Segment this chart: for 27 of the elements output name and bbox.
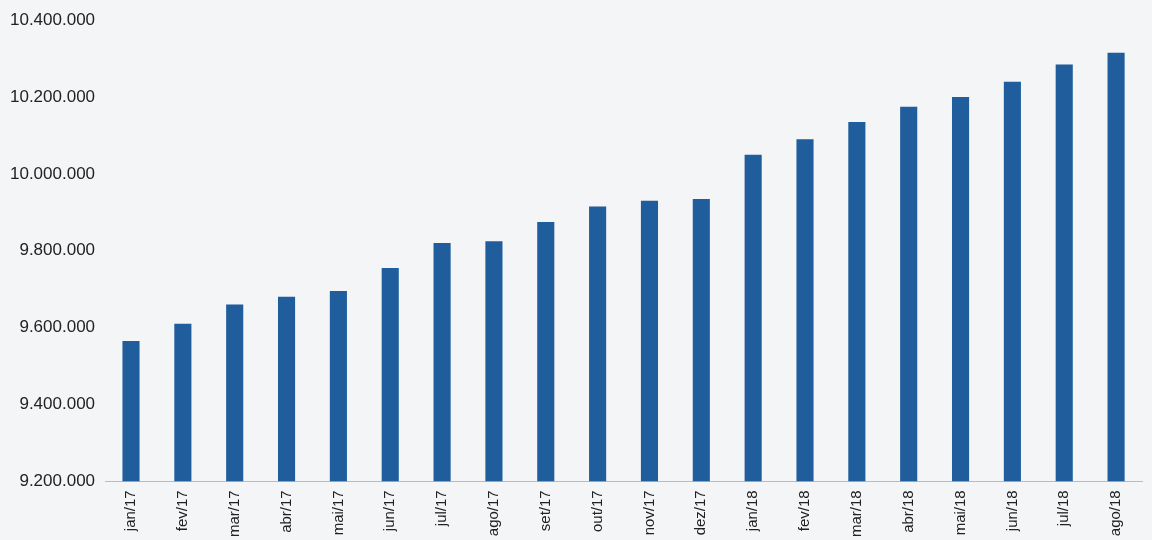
x-tick-label: abr/17: [276, 490, 294, 533]
x-tick-label: abr/18: [898, 490, 916, 533]
x-tick-label: jun/17: [380, 490, 398, 533]
x-tick-label: nov/17: [639, 490, 657, 536]
y-tick-label: 9.600.000: [19, 317, 96, 337]
x-tick-label: fev/17: [172, 490, 190, 532]
x-tick-label: dez/17: [691, 490, 709, 536]
x-tick-label: mai/18: [950, 490, 968, 536]
x-tick-label: jul/18: [1054, 490, 1072, 528]
x-tick-label: ago/17: [484, 490, 502, 537]
x-tick-label: jul/17: [432, 490, 450, 528]
x-tick-label: jan/18: [743, 490, 761, 533]
x-tick-label: fev/18: [795, 490, 813, 532]
y-tick-label: 9.200.000: [19, 471, 96, 490]
x-tick-label: mar/17: [224, 490, 242, 537]
y-tick-label: 10.000.000: [9, 163, 96, 183]
x-tick-label: ago/18: [1106, 490, 1124, 537]
y-tick-label: 9.800.000: [19, 240, 96, 260]
y-tick-label: 10.400.000: [9, 9, 96, 29]
x-tick-label: out/17: [587, 490, 605, 533]
x-tick-label: jun/18: [1002, 490, 1020, 533]
y-tick-label: 9.400.000: [19, 394, 96, 414]
x-tick-label: mar/18: [846, 490, 864, 537]
x-tick-label: jan/17: [121, 490, 139, 533]
x-tick-label: mai/17: [328, 490, 346, 536]
y-tick-label: 10.200.000: [9, 86, 96, 106]
x-tick-label: set/17: [535, 490, 553, 532]
